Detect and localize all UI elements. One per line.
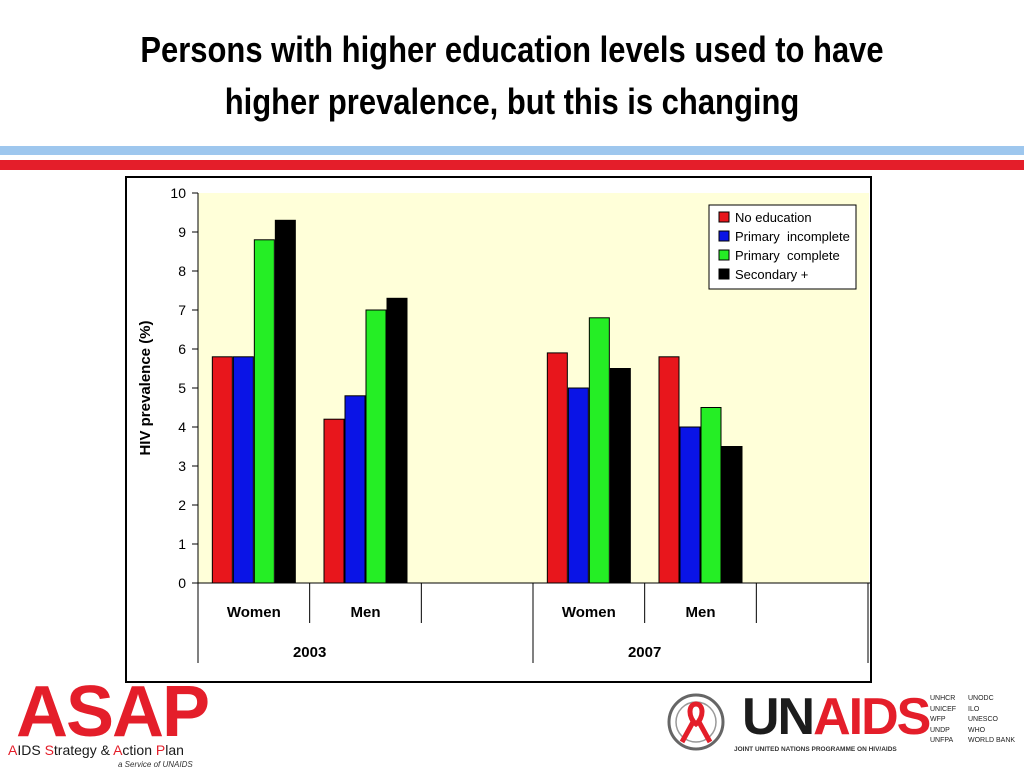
legend-entry: No education	[735, 210, 812, 225]
x-category-label: Men	[686, 604, 716, 621]
x-category-label: Women	[227, 604, 281, 621]
bar-3-1	[386, 297, 408, 584]
x-group-label: 2003	[293, 644, 326, 661]
y-tick-label: 0	[178, 575, 186, 591]
asap-logo: ASAP	[16, 672, 210, 752]
bar-0-1	[323, 418, 345, 584]
legend-swatch	[718, 211, 730, 223]
red-ribbon-icon	[667, 693, 725, 751]
x-category-label: Men	[351, 604, 381, 621]
bar-2-1	[365, 309, 387, 584]
cosponsor-name: UNODC	[968, 695, 994, 702]
asap-service-line: a Service of UNAIDS	[118, 760, 193, 769]
bar-2-0	[253, 239, 275, 584]
bar-3-0	[274, 219, 296, 584]
unaids-logo-text: UNAIDS	[742, 688, 931, 746]
x-group-label: 2007	[628, 644, 661, 661]
bar-0-0	[211, 356, 233, 584]
slide-title-line2: higher prevalence, but this is changing	[224, 81, 800, 122]
bar-0-3	[546, 352, 568, 584]
asap-tagline: AIDS Strategy & Action Plan	[8, 742, 184, 758]
header-stripe-blue	[0, 146, 1024, 155]
cosponsor-name: WHO	[968, 726, 986, 734]
unaids-logo-block: UNAIDS JOINT UNITED NATIONS PROGRAMME ON…	[662, 688, 1024, 768]
bar-3-3	[609, 368, 631, 584]
cosponsor-name: UNDP	[930, 726, 950, 734]
bar-2-4	[700, 407, 722, 584]
y-tick-label: 10	[170, 185, 186, 201]
legend-swatch	[718, 230, 730, 242]
y-tick-label: 1	[178, 536, 186, 552]
bar-1-0	[232, 356, 254, 584]
slide-title: Persons with higher education levels use…	[72, 24, 953, 128]
bar-1-3	[567, 387, 589, 584]
y-axis-label: HIV prevalence (%)	[137, 320, 154, 455]
y-tick-label: 9	[178, 224, 186, 240]
cosponsor-name: UNICEF	[930, 705, 957, 713]
unaids-programme-line: JOINT UNITED NATIONS PROGRAMME ON HIV/AI…	[734, 746, 897, 753]
legend-swatch	[718, 249, 730, 261]
header-stripe-red	[0, 160, 1024, 170]
bar-1-4	[679, 426, 701, 584]
cosponsor-name: UNFPA	[930, 737, 954, 744]
y-tick-label: 8	[178, 263, 186, 279]
bar-1-1	[344, 395, 366, 584]
y-tick-label: 3	[178, 458, 186, 474]
legend-entry: Primary incomplete	[735, 229, 850, 244]
cosponsor-name: WFP	[930, 716, 946, 723]
y-tick-label: 6	[178, 341, 186, 357]
y-tick-label: 4	[178, 419, 186, 435]
cosponsor-name: WORLD BANK	[968, 737, 1016, 744]
x-category-label: Women	[562, 604, 616, 621]
bar-0-4	[658, 356, 680, 584]
cosponsor-name: UNESCO	[968, 716, 998, 723]
asap-logo-block: ASAP AIDS Strategy & Action Plan a Servi…	[8, 672, 243, 769]
y-tick-label: 7	[178, 302, 186, 318]
legend-entry: Secondary +	[735, 267, 808, 282]
slide-title-line1: Persons with higher education levels use…	[140, 29, 884, 70]
y-tick-label: 5	[178, 380, 186, 396]
bar-3-4	[721, 446, 743, 584]
legend-entry: Primary complete	[735, 248, 840, 263]
y-tick-label: 2	[178, 497, 186, 513]
legend-box	[708, 204, 857, 290]
bar-2-3	[588, 317, 610, 584]
cosponsor-name: ILO	[968, 705, 980, 713]
cosponsor-name: UNHCR	[930, 695, 956, 702]
legend-swatch	[718, 268, 730, 280]
